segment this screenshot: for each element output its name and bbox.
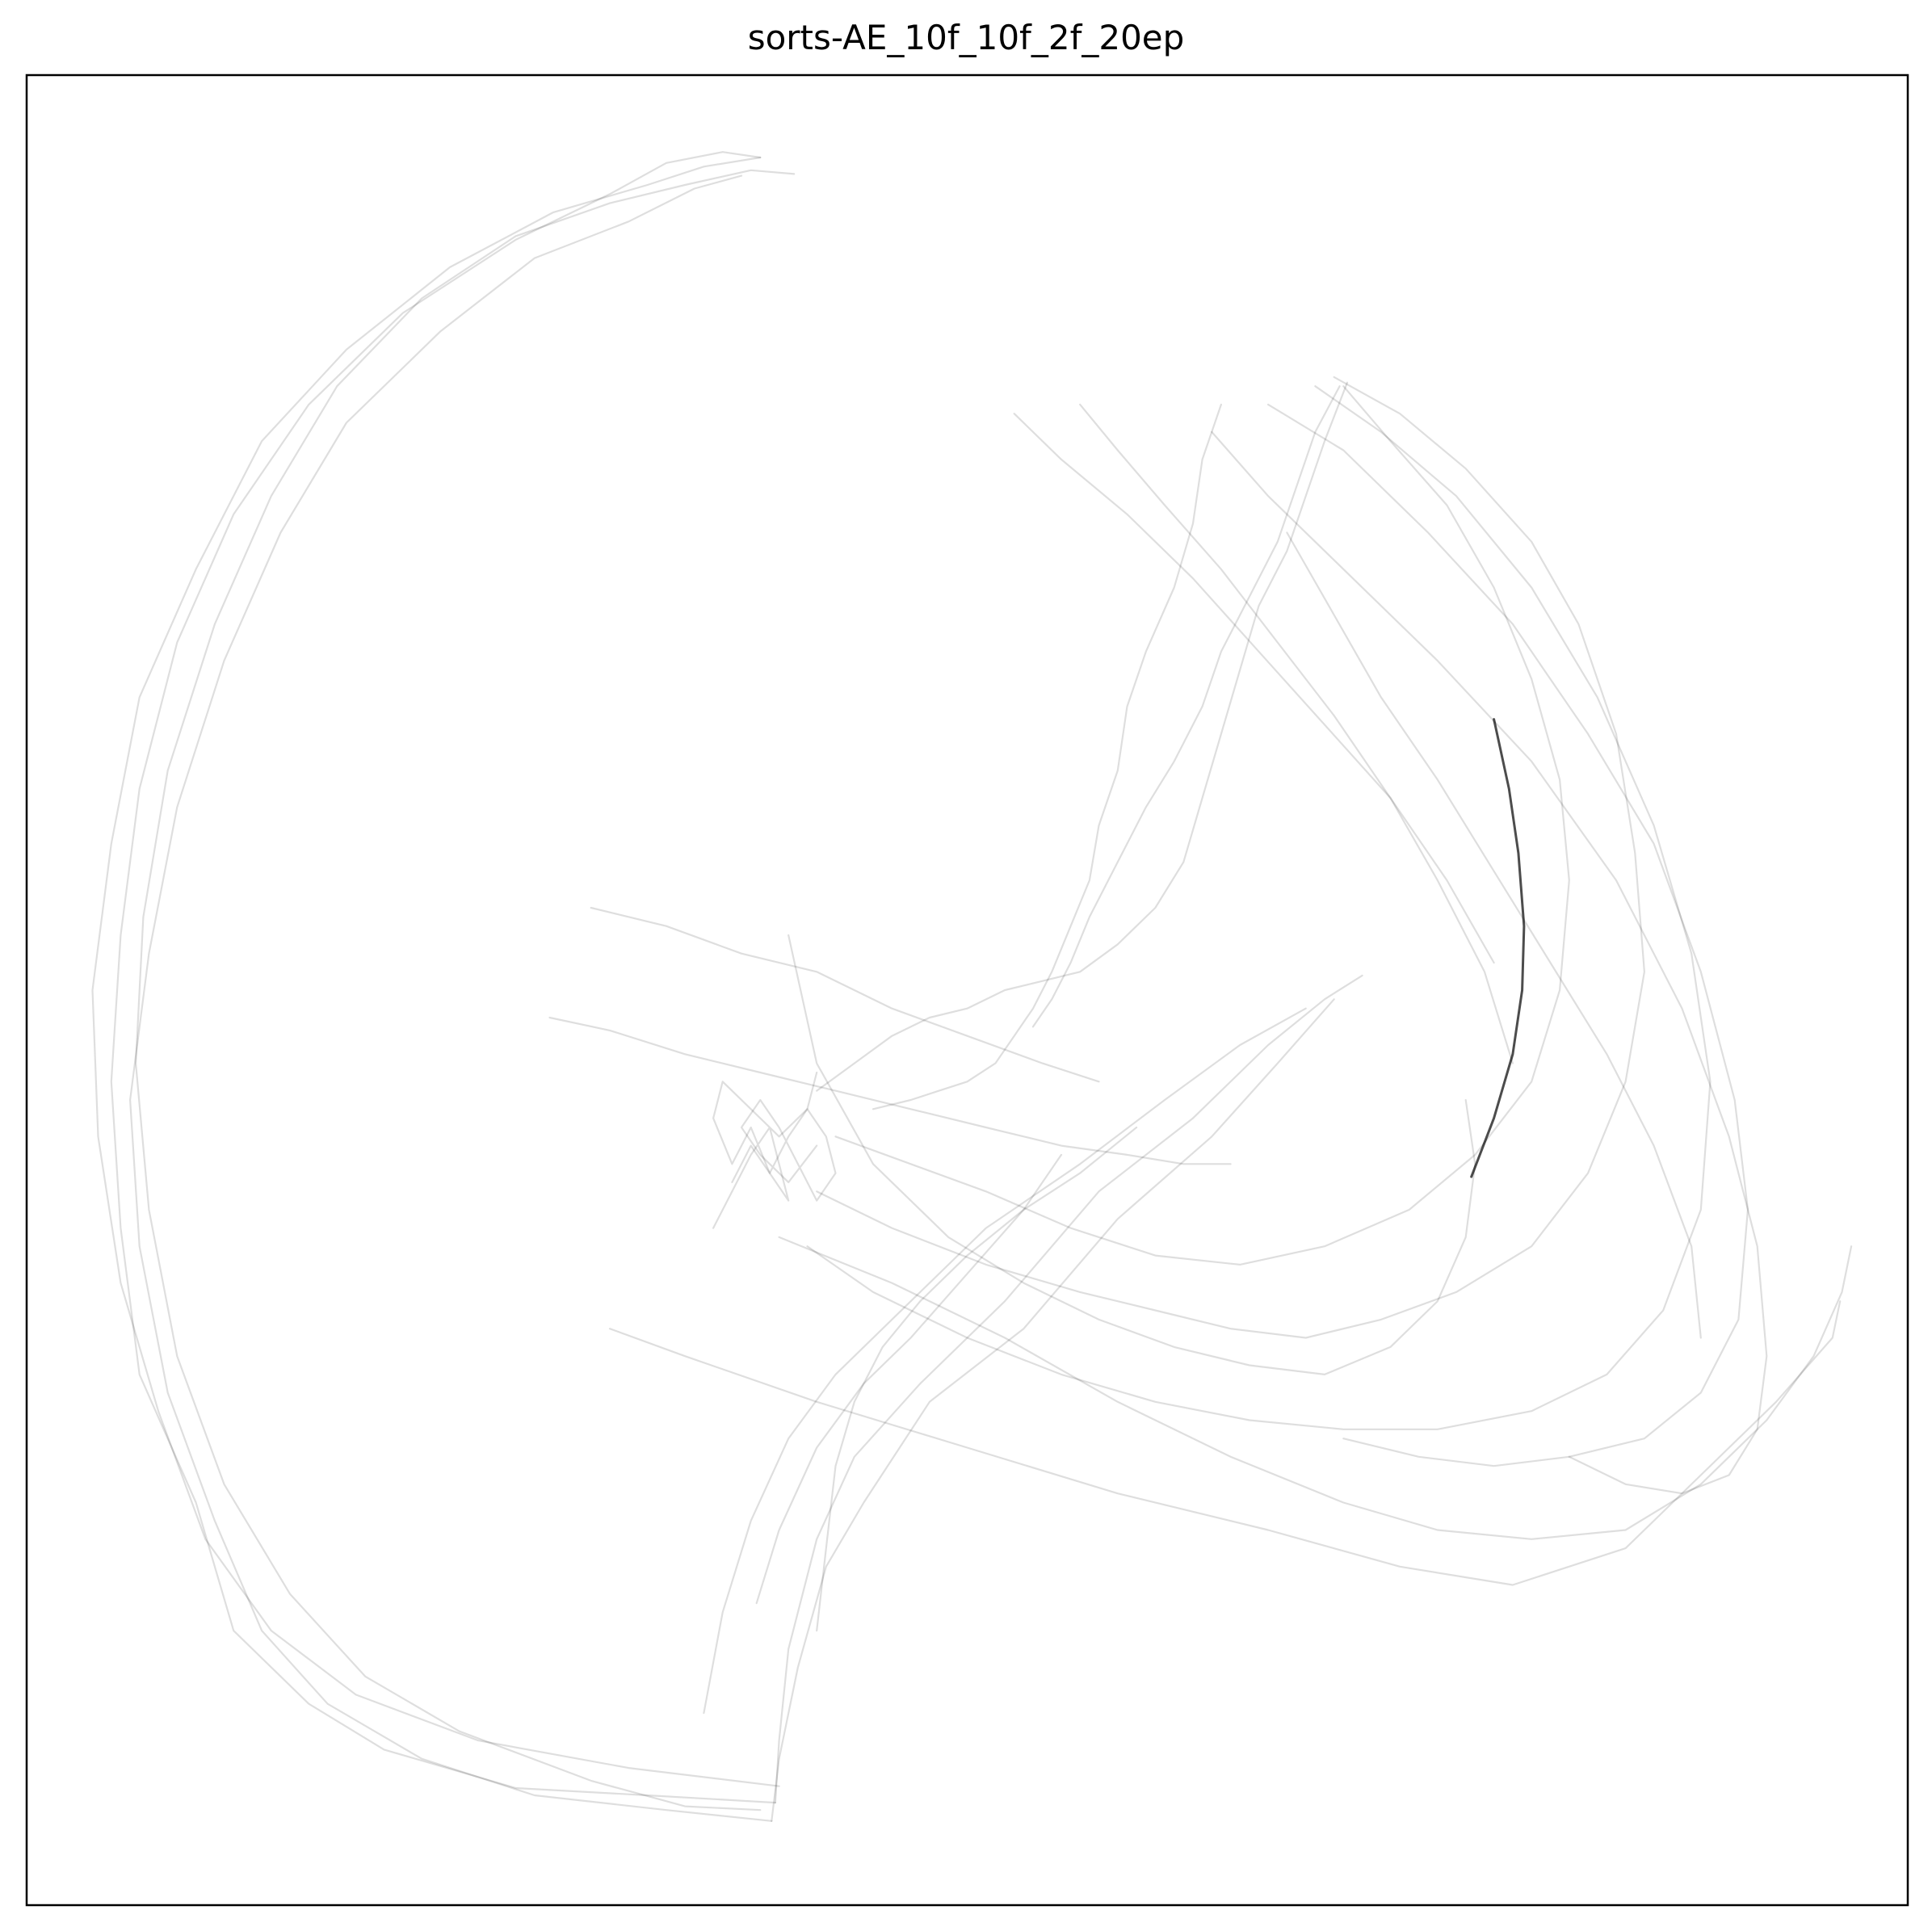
plot-background	[27, 75, 1908, 1905]
